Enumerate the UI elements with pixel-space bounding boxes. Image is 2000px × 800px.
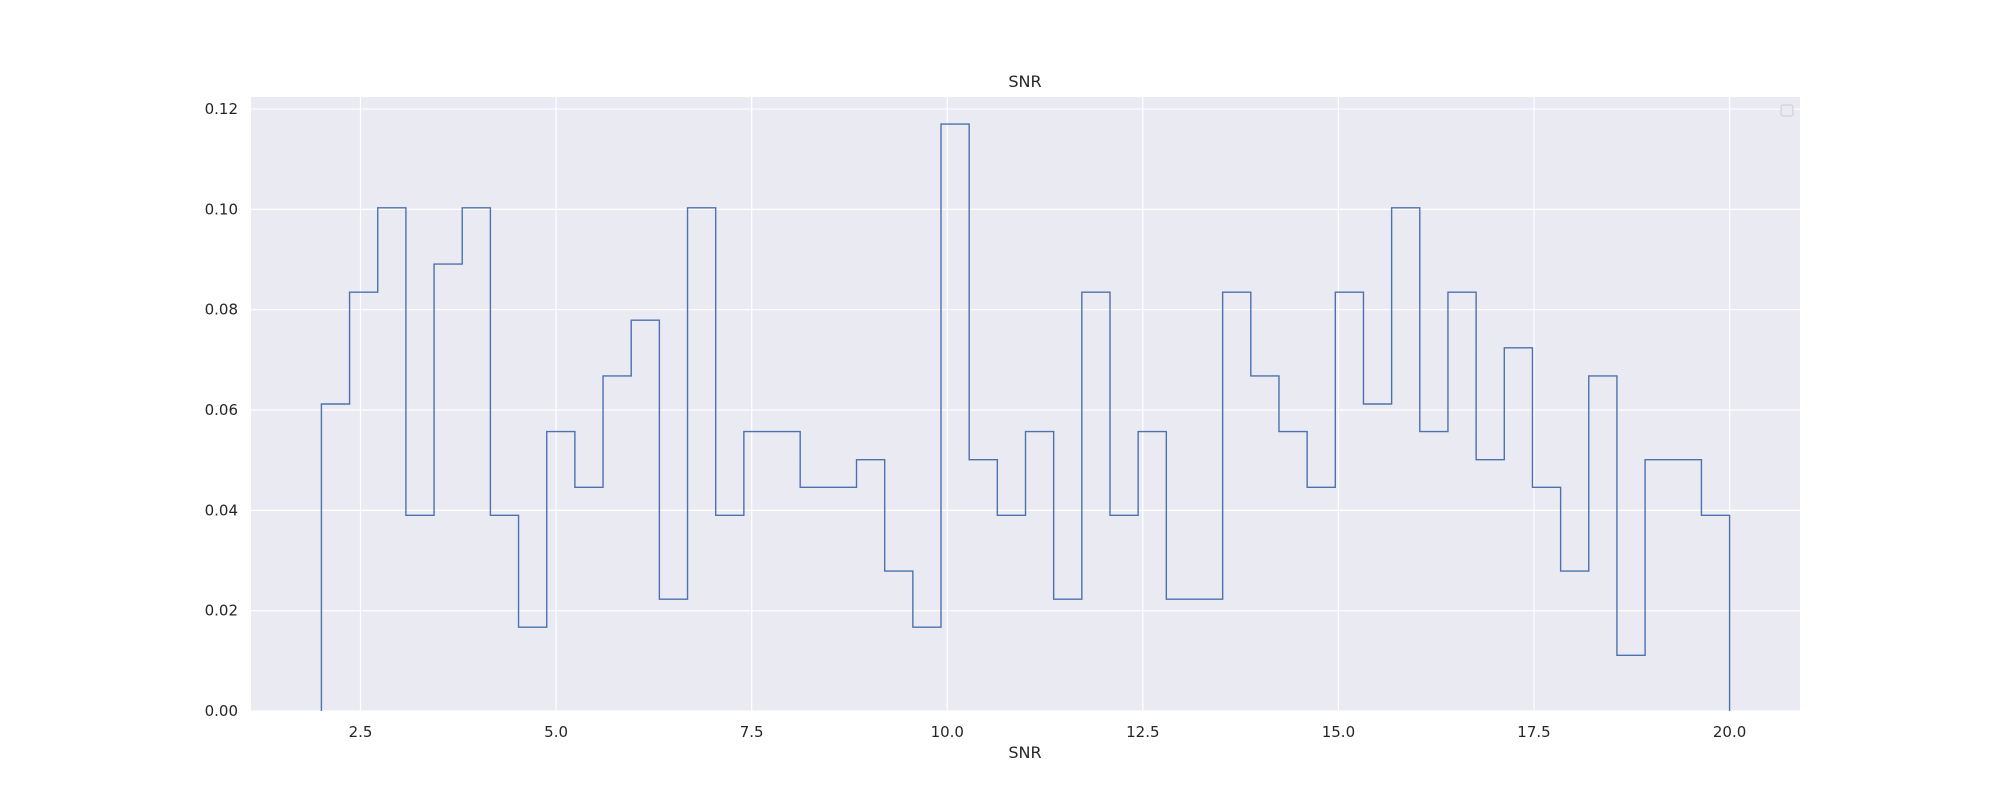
x-tick-label: 20.0 (1713, 723, 1746, 741)
plot-background (251, 97, 1800, 711)
y-tick-label: 0.06 (205, 401, 238, 419)
tick-labels: 2.5 5.0 7.5 10.0 12.5 15.0 17.5 20.0 0.00 0.02 0.0… (205, 100, 1747, 741)
y-tick-label: 0.02 (205, 602, 238, 620)
x-tick-label: 12.5 (1126, 723, 1159, 741)
y-tick-label: 0.00 (205, 702, 238, 720)
grid-lines (251, 97, 1800, 712)
y-tick-label: 0.08 (205, 301, 238, 319)
chart-title: SNR (1008, 72, 1041, 91)
y-tick-label: 0.04 (205, 501, 238, 519)
histogram-step-line (320, 123, 1731, 711)
y-tick-label: 0.10 (205, 200, 238, 218)
x-tick-label: 5.0 (544, 723, 568, 741)
x-axis-label: SNR (1008, 743, 1041, 762)
x-tick-label: 17.5 (1517, 723, 1550, 741)
x-tick-label: 15.0 (1322, 723, 1355, 741)
x-tick-label: 2.5 (349, 723, 373, 741)
x-tick-label: 10.0 (931, 723, 964, 741)
y-tick-label: 0.12 (205, 100, 238, 118)
legend-box (1780, 104, 1794, 117)
x-tick-label: 7.5 (740, 723, 764, 741)
